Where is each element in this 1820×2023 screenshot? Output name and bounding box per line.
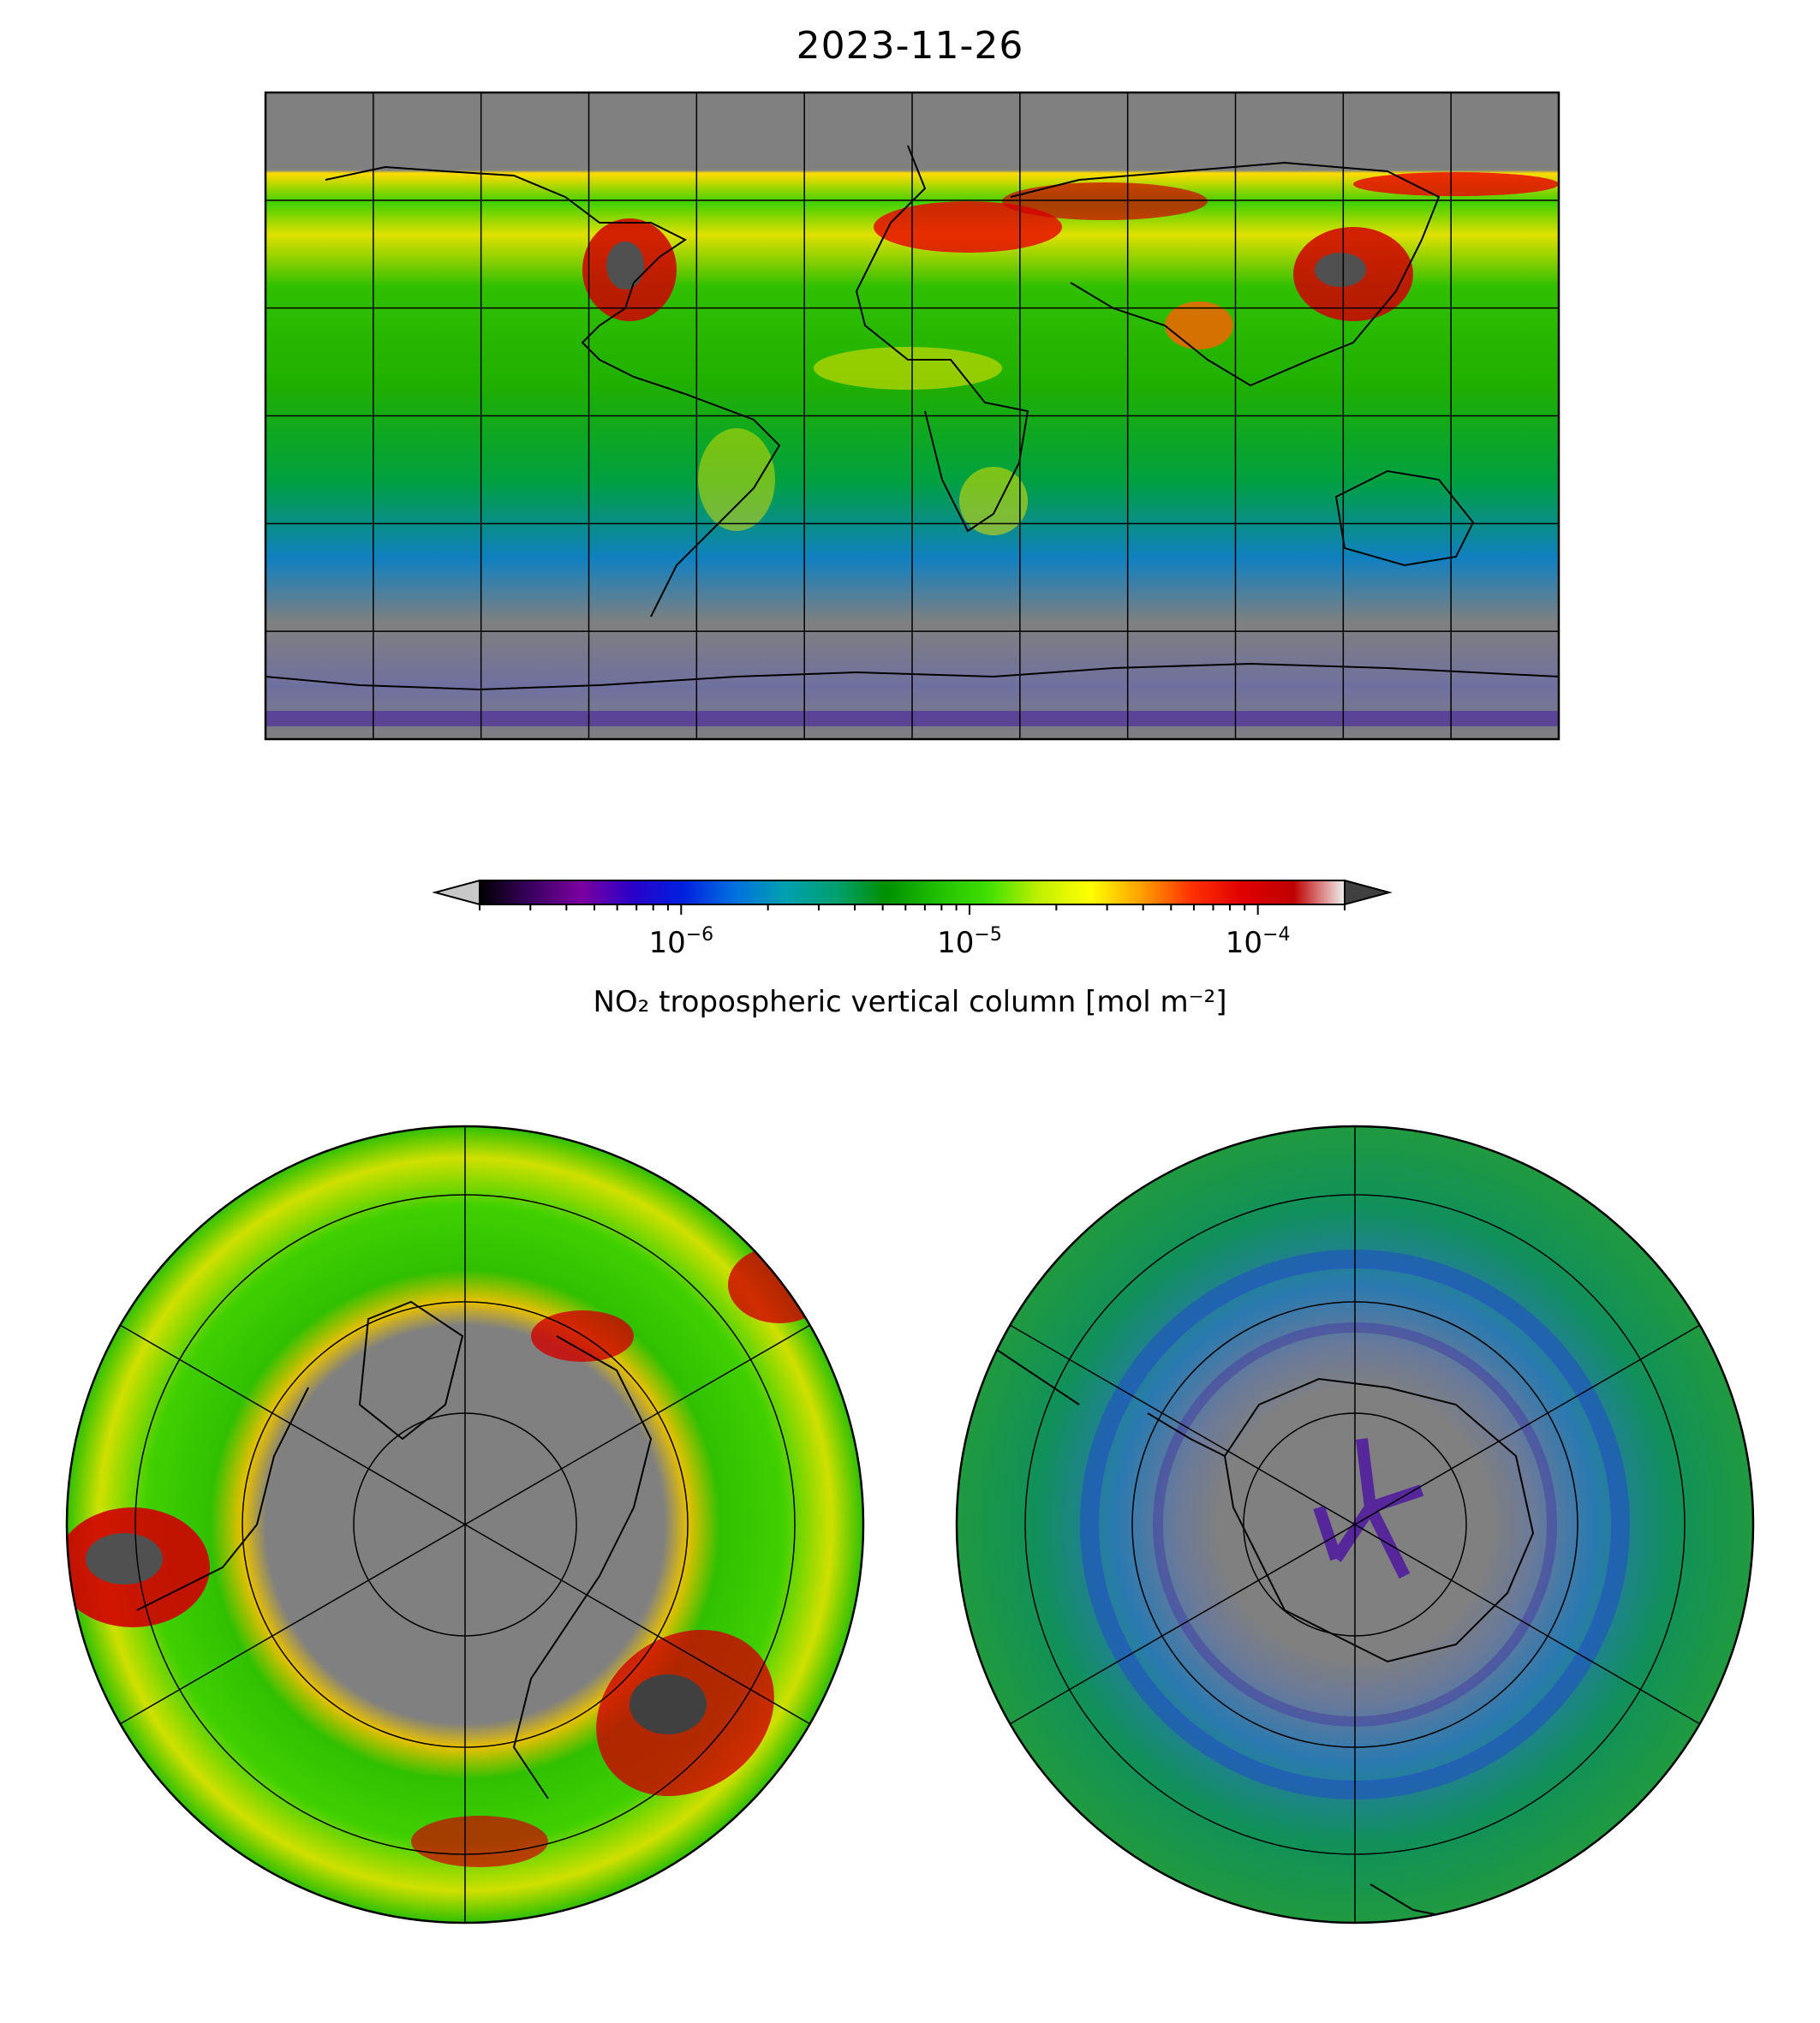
south-polar-map [955, 1125, 1755, 1925]
coastline-south-america [633, 376, 781, 618]
colorbar-tick-labels: 10−6 10−5 10−4 [648, 924, 1290, 960]
hotspot-africa [814, 347, 1002, 390]
colorbar-under-triangle [432, 879, 480, 906]
nh-hotspot-europe-core [630, 1674, 707, 1734]
colorbar: 10−6 10−5 10−4 [432, 879, 1393, 960]
nh-hotspot-east-asia-core [86, 1533, 163, 1584]
north-polar-grid [119, 1126, 811, 1923]
hotspot-south-america [698, 428, 775, 531]
south-polar-frame [955, 1125, 1755, 1925]
global-coastlines [266, 145, 1559, 691]
nh-hotspot-russia [531, 1310, 634, 1362]
hotspot-southern-africa [959, 467, 1028, 535]
colorbar-over-triangle [1344, 879, 1393, 906]
nh-meridian-120 [119, 1324, 811, 1725]
nh-hotspot-north-america [728, 1246, 831, 1323]
nh-coast-north-america [136, 1387, 309, 1611]
colorbar-bar [479, 880, 1346, 905]
hotspot-east-asia-core [1315, 253, 1366, 287]
hotspot-north-america-core [606, 242, 644, 289]
colorbar-tick-label: 10−5 [937, 924, 1002, 960]
sh-coast-peninsula [1147, 1412, 1226, 1457]
hotspot-arctic-east [1353, 172, 1559, 196]
colorbar-label: NO₂ tropospheric vertical column [mol m⁻… [593, 985, 1227, 1019]
north-polar-map [65, 1125, 865, 1925]
global-gridlines [266, 92, 1559, 739]
coastline-antarctica [266, 662, 1559, 691]
coastline-asia [1010, 161, 1441, 387]
nh-coast-greenland [358, 1300, 464, 1441]
sh-coast-antarctica [1223, 1377, 1535, 1663]
coastline-north-america [325, 165, 687, 378]
coastline-europe-africa [855, 145, 1029, 533]
south-polar-grid [1009, 1126, 1701, 1923]
nh-hotspot-mediterranean [411, 1816, 548, 1867]
hotspot-india [1165, 301, 1233, 349]
global-map-frame [264, 91, 1560, 741]
global-map [264, 91, 1560, 741]
hotspot-russia [1002, 182, 1208, 220]
sh-antarctica-tracks [1313, 1438, 1424, 1579]
figure-title: 2023-11-26 [796, 24, 1024, 68]
sh-meridian-120 [1009, 1324, 1701, 1725]
colorbar-ticks [479, 904, 1346, 915]
north-polar-frame [65, 1125, 865, 1925]
hotspot-europe [874, 201, 1062, 253]
colorbar-tick-label: 10−4 [1226, 924, 1291, 960]
coastline-australia [1334, 469, 1475, 567]
north-polar-coastlines [136, 1300, 653, 1799]
colorbar-tick-label: 10−6 [648, 924, 713, 960]
nh-coast-eurasia [512, 1335, 653, 1799]
